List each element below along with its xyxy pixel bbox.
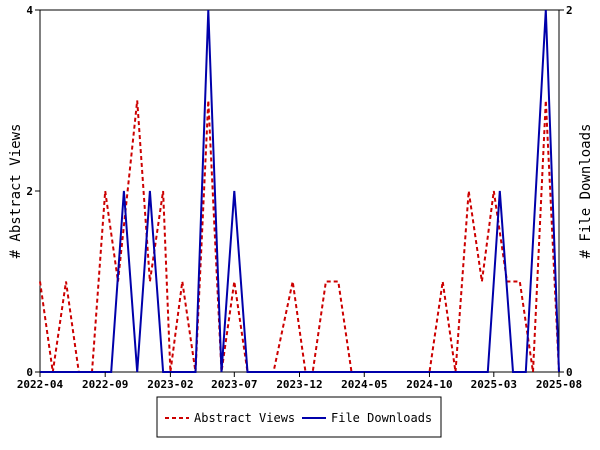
x-tick-label: 2023-07	[211, 378, 257, 391]
x-tick-label: 2023-12	[276, 378, 322, 391]
series-layer	[39, 9, 560, 373]
legend-label-file-downloads: File Downloads	[331, 411, 432, 425]
x-tick-label: 2023-02	[147, 378, 193, 391]
series-line-abstract-views	[39, 100, 560, 373]
x-tick-label: 2025-03	[471, 378, 517, 391]
legend: Abstract Views File Downloads	[156, 396, 442, 438]
left-tick-label: 2	[26, 185, 33, 198]
right-axis-title: # File Downloads	[578, 124, 594, 259]
legend-box	[156, 396, 442, 438]
x-tick-label: 2025-08	[536, 378, 582, 391]
x-tick-label: 2022-04	[17, 378, 64, 391]
left-tick-label: 0	[26, 366, 33, 379]
axis-layer: 2022-04 2022-09 2023-02 2023-07 2023-12 2024-…	[17, 4, 582, 391]
x-tick-label: 2024-05	[341, 378, 387, 391]
x-tick-label: 2024-10	[406, 378, 452, 391]
plot-area	[39, 9, 560, 373]
series-line-file-downloads	[40, 9, 560, 373]
right-tick-label: 0	[566, 366, 573, 379]
legend-label-abstract-views: Abstract Views	[194, 411, 295, 425]
left-tick-label: 4	[26, 4, 33, 17]
left-axis-title: # Abstract Views	[8, 124, 24, 259]
right-tick-label: 2	[566, 4, 573, 17]
x-tick-label: 2022-09	[82, 378, 128, 391]
